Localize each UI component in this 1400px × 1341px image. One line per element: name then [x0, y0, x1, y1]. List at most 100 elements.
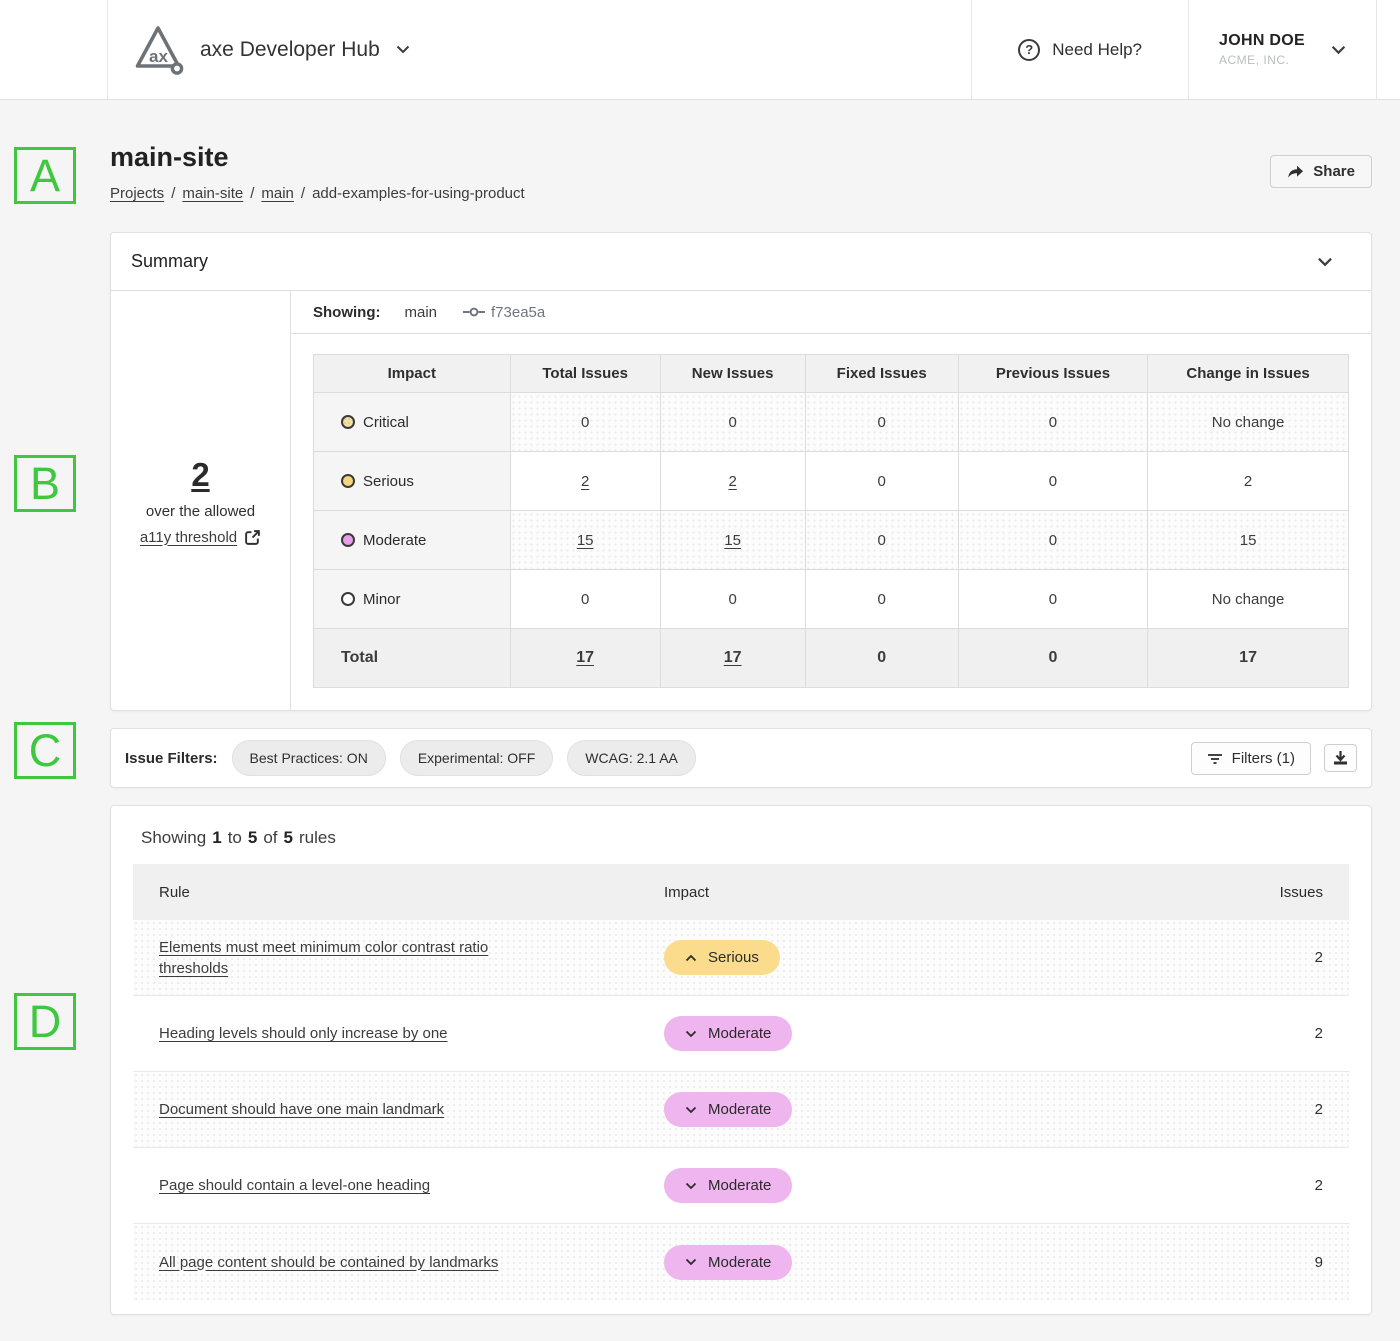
filter-pill-wcag[interactable]: WCAG: 2.1 AA: [567, 740, 696, 776]
moderate-change: 15: [1240, 532, 1257, 549]
minor-new: 0: [728, 591, 736, 608]
summary-table: Impact Total Issues New Issues Fixed Iss…: [313, 354, 1349, 688]
filter-pill-experimental[interactable]: Experimental: OFF: [400, 740, 553, 776]
moderate-total-link[interactable]: 15: [577, 532, 594, 549]
table-row-critical: Critical 0 0 0 0 No change: [314, 393, 1349, 452]
chevron-down-icon: [685, 1106, 697, 1114]
chevron-up-icon: [685, 954, 697, 962]
app-title: axe Developer Hub: [200, 38, 380, 62]
summary-right: Showing: main f73ea5a: [291, 291, 1371, 710]
need-help-label: Need Help?: [1052, 40, 1142, 60]
external-link-icon: [244, 529, 261, 546]
axe-logo-icon: ax: [132, 23, 184, 77]
rule-link[interactable]: Elements must meet minimum color contras…: [159, 937, 559, 979]
commit-chip: f73ea5a: [463, 304, 545, 321]
moderate-impact-icon: [341, 533, 355, 547]
total-total-link[interactable]: 17: [576, 649, 594, 666]
critical-fixed: 0: [878, 414, 886, 431]
serious-fixed: 0: [878, 473, 886, 490]
svg-text:ax: ax: [149, 47, 168, 66]
share-label: Share: [1313, 163, 1355, 180]
annotation-label-b: B: [14, 455, 76, 512]
filter-pill-best-practices[interactable]: Best Practices: ON: [232, 740, 386, 776]
rule-row-main-landmark: Document should have one main landmark M…: [133, 1072, 1349, 1148]
col-header-fixed-issues: Fixed Issues: [805, 355, 958, 393]
impact-badge-moderate[interactable]: Moderate: [664, 1016, 792, 1051]
summary-collapse-chevron-down-icon[interactable]: [1317, 257, 1333, 267]
impact-badge-moderate[interactable]: Moderate: [664, 1168, 792, 1203]
summary-title: Summary: [131, 251, 208, 272]
branch-name: main: [405, 304, 438, 321]
summary-table-wrap: Impact Total Issues New Issues Fixed Iss…: [291, 334, 1371, 710]
rule-row-color-contrast: Elements must meet minimum color contras…: [133, 920, 1349, 996]
minor-change: No change: [1212, 591, 1285, 608]
impact-badge-moderate[interactable]: Moderate: [664, 1092, 792, 1127]
app-header: ax axe Developer Hub ? Need Help? JOHN D…: [0, 0, 1400, 100]
breadcrumb-separator: /: [301, 185, 305, 202]
funnel-icon: [1207, 751, 1223, 765]
rule-row-content-landmarks: All page content should be contained by …: [133, 1224, 1349, 1300]
user-menu[interactable]: JOHN DOE ACME, INC.: [1188, 0, 1377, 99]
rule-link[interactable]: Document should have one main landmark: [159, 1099, 444, 1120]
col-header-new-issues: New Issues: [660, 355, 805, 393]
impact-badge-label: Moderate: [708, 1101, 771, 1118]
moderate-previous: 0: [1049, 532, 1057, 549]
chevron-down-icon: [685, 1030, 697, 1038]
serious-change: 2: [1244, 473, 1252, 490]
summary-panel-header[interactable]: Summary: [111, 233, 1371, 291]
threshold-count-link[interactable]: 2: [191, 456, 209, 494]
total-change: 17: [1239, 649, 1257, 666]
moderate-fixed: 0: [878, 532, 886, 549]
table-row-minor: Minor 0 0 0 0 No change: [314, 570, 1349, 629]
breadcrumb-link-projects[interactable]: Projects: [110, 185, 164, 202]
table-row-serious: Serious 2 2 0 0 2: [314, 452, 1349, 511]
total-new-link[interactable]: 17: [724, 649, 742, 666]
main-content: main-site Projects / main-site / main / …: [110, 100, 1372, 1315]
user-org: ACME, INC.: [1219, 53, 1305, 67]
a11y-threshold-link[interactable]: a11y threshold: [140, 529, 237, 546]
rule-link[interactable]: All page content should be contained by …: [159, 1252, 498, 1273]
commit-hash: f73ea5a: [491, 304, 545, 321]
critical-previous: 0: [1049, 414, 1057, 431]
threshold-text: over the allowed: [146, 503, 255, 520]
download-button[interactable]: [1324, 744, 1357, 772]
download-icon: [1332, 750, 1349, 766]
impact-badge-serious[interactable]: Serious: [664, 940, 780, 975]
breadcrumb: Projects / main-site / main / add-exampl…: [110, 185, 1372, 202]
minor-impact-icon: [341, 592, 355, 606]
critical-impact-icon: [341, 415, 355, 429]
rule-issues-count: 9: [1193, 1254, 1323, 1271]
serious-new-link[interactable]: 2: [728, 473, 736, 490]
col-header-impact: Impact: [314, 355, 511, 393]
summary-body: 2 over the allowed a11y threshold Show: [111, 291, 1371, 710]
annotation-label-a: A: [14, 147, 76, 204]
need-help-button[interactable]: ? Need Help?: [971, 0, 1188, 99]
impact-badge-moderate[interactable]: Moderate: [664, 1245, 792, 1280]
brand-block[interactable]: ax axe Developer Hub: [107, 0, 410, 99]
breadcrumb-link-main-site[interactable]: main-site: [182, 185, 243, 202]
rules-showing-text: Showing1to5of5rules: [141, 828, 1349, 848]
moderate-new-link[interactable]: 15: [724, 532, 741, 549]
rule-issues-count: 2: [1193, 1025, 1323, 1042]
rule-row-heading-levels: Heading levels should only increase by o…: [133, 996, 1349, 1072]
impact-label: Serious: [363, 473, 414, 490]
col-header-previous-issues: Previous Issues: [958, 355, 1147, 393]
col-header-total-issues: Total Issues: [510, 355, 660, 393]
rule-link[interactable]: Page should contain a level-one heading: [159, 1175, 430, 1196]
filters-button[interactable]: Filters (1): [1191, 742, 1311, 775]
serious-impact-icon: [341, 474, 355, 488]
critical-change: No change: [1212, 414, 1285, 431]
rules-table: Rule Impact Issues Elements must meet mi…: [133, 864, 1349, 1300]
page-head: main-site Projects / main-site / main / …: [110, 100, 1372, 202]
total-label: Total: [341, 649, 378, 666]
user-menu-chevron-down-icon: [1331, 45, 1346, 55]
breadcrumb-link-main[interactable]: main: [261, 185, 294, 202]
share-button[interactable]: Share: [1270, 155, 1372, 188]
app-switcher-chevron-down-icon[interactable]: [396, 45, 410, 54]
question-circle-icon: ?: [1018, 39, 1040, 61]
rule-link[interactable]: Heading levels should only increase by o…: [159, 1023, 448, 1044]
threshold-summary: 2 over the allowed a11y threshold: [111, 291, 291, 710]
serious-total-link[interactable]: 2: [581, 473, 589, 490]
minor-previous: 0: [1049, 591, 1057, 608]
impact-label: Minor: [363, 591, 401, 608]
